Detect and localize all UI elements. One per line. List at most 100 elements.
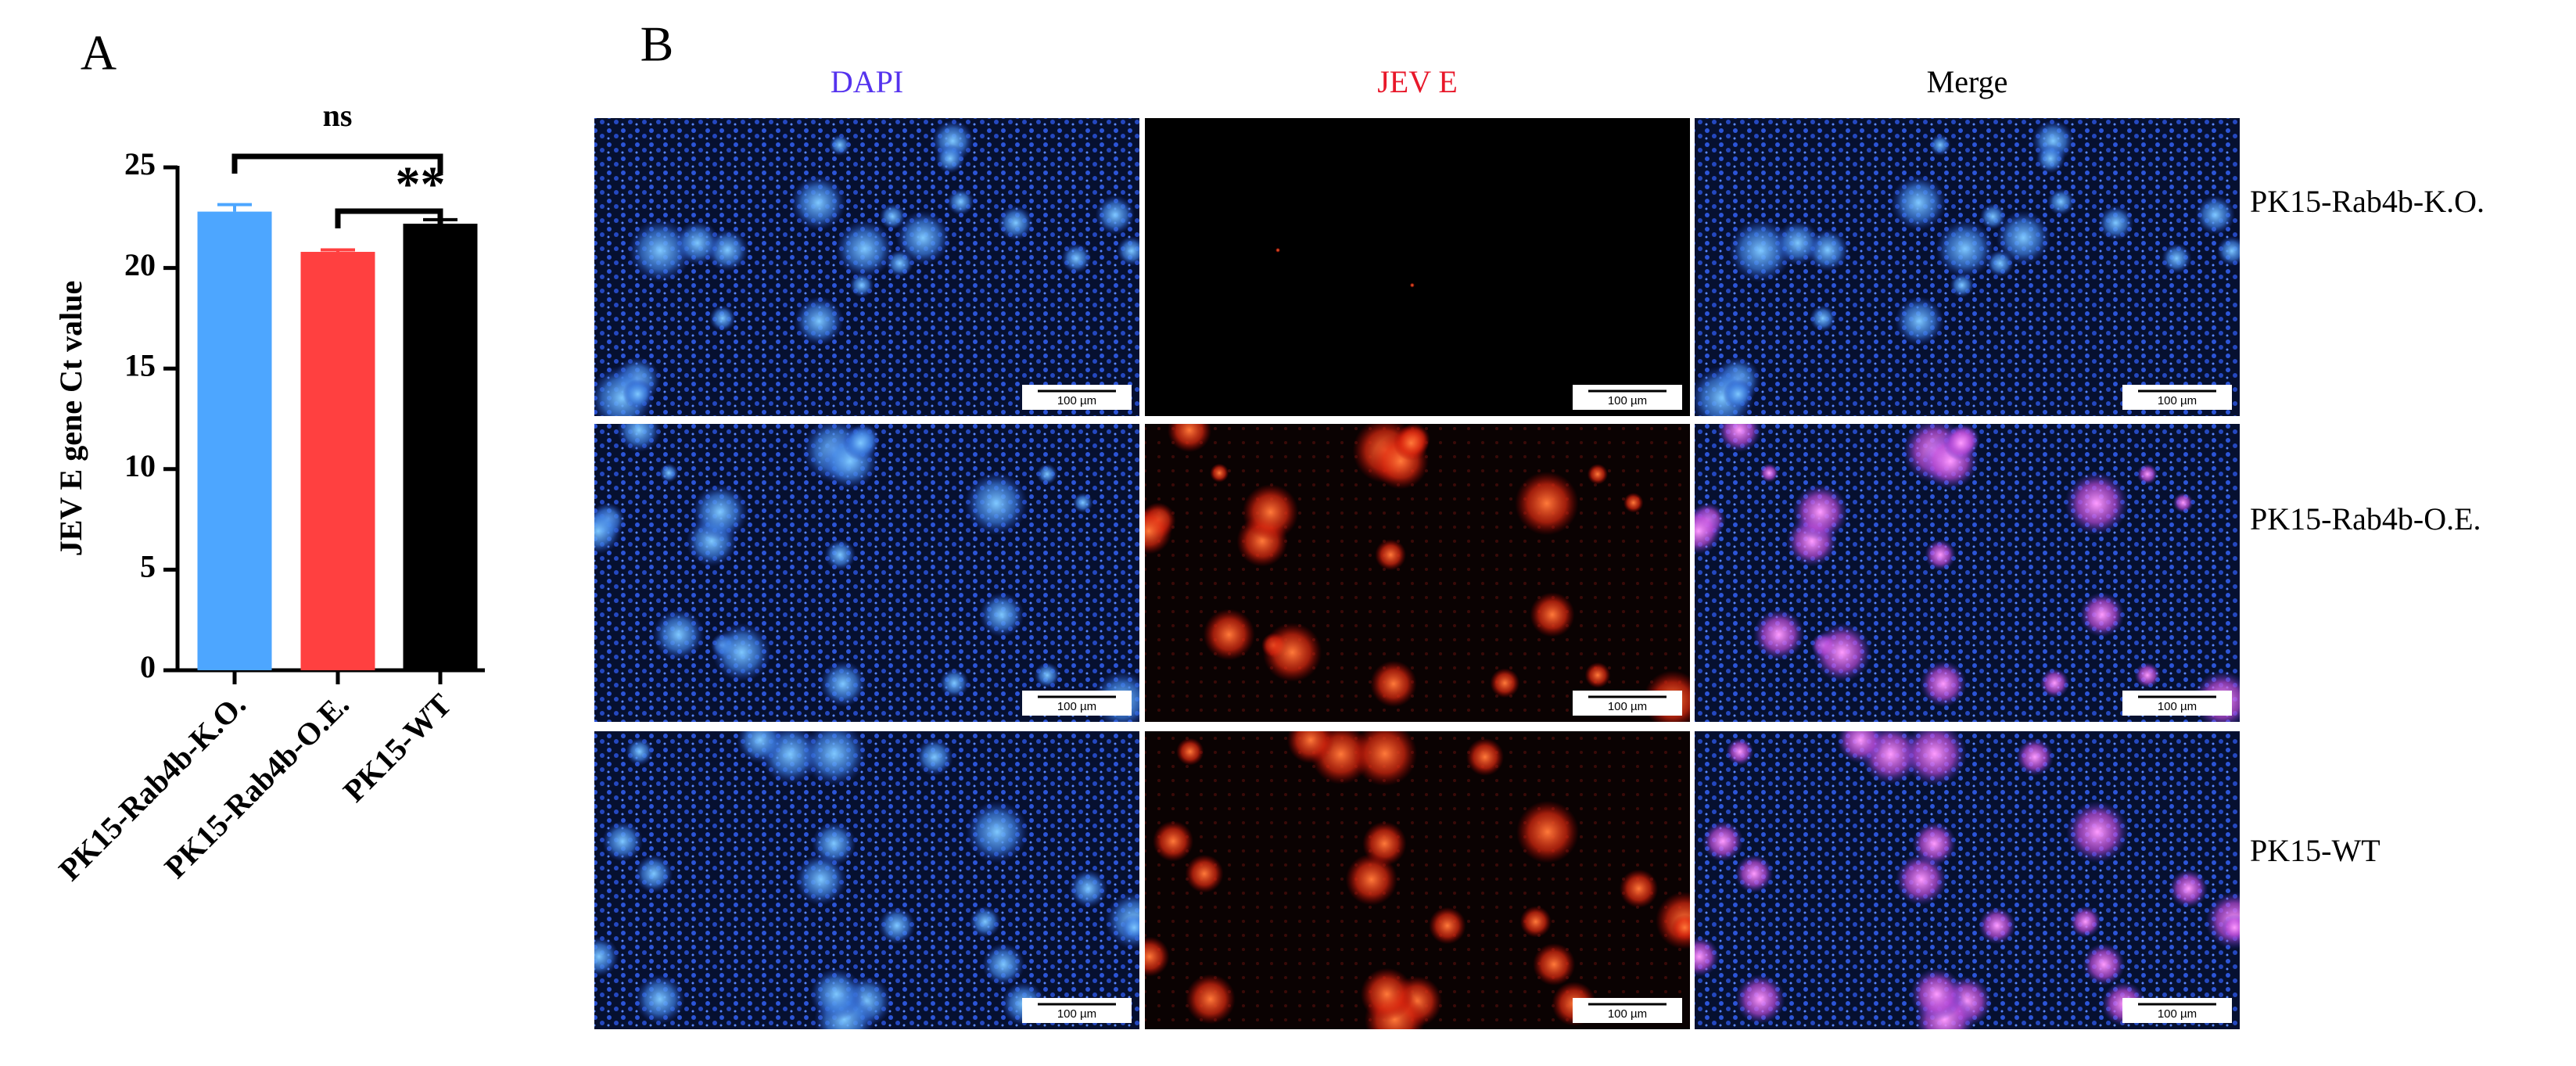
cell-cluster — [2065, 471, 2129, 536]
cell-cluster — [652, 608, 705, 661]
bar-chart: 0 5 10 15 20 25 PK15-Rab4b-K.O.PK15-Rab4b-O.E.… — [52, 98, 485, 888]
cell-cluster — [2079, 592, 2125, 637]
cell-cluster — [1735, 854, 1774, 893]
scale-bar-label: 100 µm — [1608, 700, 1647, 713]
cell-cluster — [1894, 296, 1944, 346]
cell-cluster — [1352, 731, 1418, 786]
cell-cluster — [979, 592, 1024, 637]
micrograph: 100 µm — [594, 424, 1139, 722]
cell-cluster — [691, 484, 748, 540]
cell-cluster — [1753, 608, 1805, 661]
cell-cluster — [1530, 592, 1575, 637]
cell-cluster — [1760, 463, 1779, 483]
bar — [403, 224, 478, 670]
y-tick-label: 5 — [140, 549, 156, 584]
micrograph: 100 µm — [1145, 424, 1690, 722]
cell-cluster — [616, 424, 662, 453]
cell-cluster — [1726, 738, 1754, 766]
blobs — [1145, 731, 1690, 1029]
cell-cluster — [1836, 731, 1884, 764]
scale-bar-box — [1573, 691, 1682, 716]
scale-bar-label: 100 µm — [1608, 1007, 1647, 1021]
cell-cluster — [795, 853, 847, 906]
significance-bracket — [335, 208, 443, 228]
cell-cluster — [1619, 869, 1659, 908]
cell-cluster — [1034, 662, 1060, 688]
cell-cluster — [1429, 906, 1466, 945]
cell-cluster — [1121, 914, 1139, 941]
cell-cluster — [1036, 464, 1058, 485]
cell-cluster — [1890, 174, 1946, 231]
cell-cluster — [1370, 660, 1417, 707]
cell-cluster — [809, 967, 863, 1021]
cell-cluster — [1153, 820, 1194, 862]
micrograph: 100 µm — [1695, 424, 2240, 722]
cell-cluster — [1792, 484, 1849, 540]
cell-cluster — [966, 800, 1028, 863]
micrograph: 100 µm — [1695, 731, 2240, 1029]
y-tick-label: 25 — [124, 146, 156, 181]
significance-label: ns — [323, 98, 353, 133]
cell-cluster — [1185, 854, 1224, 893]
scale-bar-label: 100 µm — [1057, 1007, 1096, 1021]
cell-cluster — [659, 463, 679, 483]
cell-cluster — [915, 738, 954, 777]
cell-cluster — [1929, 134, 1951, 156]
cell-cluster — [736, 731, 784, 764]
cell-cluster — [1587, 464, 1609, 485]
cell-cluster — [1702, 820, 1744, 862]
cell-cluster — [594, 508, 622, 555]
cell-cluster — [2066, 800, 2129, 863]
cell-cluster — [1810, 305, 1836, 332]
blobs — [1695, 731, 2240, 1029]
cell-cluster — [675, 221, 720, 266]
scale-bar-label: 100 µm — [1057, 700, 1096, 713]
x-tick-label: PK15-Rab4b-O.E. — [157, 687, 355, 885]
scale-bar-label: 100 µm — [2158, 394, 2197, 407]
cell-cluster — [895, 210, 951, 265]
row-label: PK15-Rab4b-O.E. — [2250, 501, 2481, 537]
scale-bar-box — [1022, 385, 1132, 410]
cell-cluster — [1061, 243, 1092, 274]
cell-cluster — [1360, 967, 1414, 1021]
blobs — [1145, 424, 1690, 722]
micrograph: 100 µm — [1145, 118, 1690, 416]
cell-cluster — [969, 906, 1001, 938]
cell-cluster — [2098, 205, 2134, 241]
micrograph: 100 µm — [594, 118, 1139, 416]
blobs — [1275, 247, 1415, 288]
cell-cluster — [1950, 273, 1975, 298]
blobs — [594, 731, 1139, 1029]
cell-cluster — [1068, 869, 1108, 908]
panel-label: A — [81, 25, 117, 81]
column-header: Merge — [1927, 64, 2008, 99]
cell-cluster — [2217, 235, 2240, 266]
bar — [197, 211, 272, 671]
cell-cluster — [824, 539, 856, 571]
bar — [300, 252, 375, 670]
cell-cluster — [1812, 623, 1872, 682]
column-header: JEV E — [1377, 64, 1458, 99]
cell-cluster — [1345, 853, 1397, 906]
cell-cluster — [794, 296, 844, 346]
scale-bar-label: 100 µm — [1608, 394, 1647, 407]
scale-bar-box — [1573, 385, 1682, 410]
y-tick-label: 0 — [140, 649, 156, 684]
cell-cluster — [1516, 800, 1579, 863]
cell-cluster — [626, 738, 654, 766]
cell-cluster — [1409, 282, 1415, 288]
y-tick-label: 10 — [124, 448, 156, 483]
cell-cluster — [1515, 471, 1579, 536]
scale-bar-label: 100 µm — [2158, 1007, 2197, 1021]
cell-cluster — [1176, 738, 1204, 766]
cell-cluster — [628, 218, 692, 282]
y-axis-label: JEV E gene Ct value — [53, 281, 88, 557]
cell-cluster — [2069, 906, 2101, 938]
cell-cluster — [935, 144, 965, 174]
cell-cluster — [947, 188, 974, 216]
cell-cluster — [2047, 188, 2075, 216]
error-bar — [217, 203, 252, 212]
cell-cluster — [1979, 906, 2016, 945]
cell-cluster — [1466, 738, 1505, 777]
